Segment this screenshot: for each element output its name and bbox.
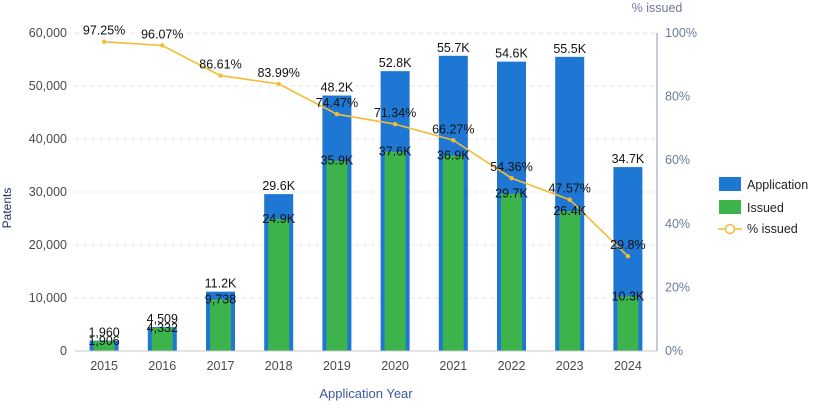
x-axis-title: Application Year [319, 386, 413, 401]
issued-bar [442, 155, 464, 351]
percent-issued-point [276, 81, 281, 87]
issued-data-label: 24.9K [262, 212, 295, 226]
issued-data-label: 35.9K [321, 154, 354, 168]
x-tick-label: 2015 [90, 359, 118, 373]
x-tick-label: 2023 [556, 359, 584, 373]
percent-issued-point [160, 43, 165, 48]
issued-bar [326, 160, 348, 351]
application-data-label: 29.6K [262, 179, 295, 193]
y-tick-label: 10,000 [29, 291, 67, 305]
percent-issued-point [451, 138, 456, 143]
x-tick-label: 2016 [148, 359, 176, 373]
percent-issued-point [334, 111, 340, 117]
percent-issued-point [509, 175, 514, 181]
issued-bar [268, 219, 290, 351]
percent-issued-label: 97.25% [83, 24, 125, 38]
percent-issued-label: 29.8% [610, 238, 645, 252]
x-tick-label: 2021 [439, 359, 467, 373]
issued-bar [210, 299, 231, 351]
issued-data-label: 37.6K [379, 145, 412, 159]
y-tick-label: 0 [60, 344, 67, 358]
percent-issued-path [104, 40, 629, 257]
percent-issued-point [101, 39, 107, 44]
issued-bar [617, 296, 639, 351]
legend-label-issued: Issued [747, 201, 784, 215]
x-tick-label: 2018 [265, 359, 293, 373]
percent-issued-point [392, 121, 398, 127]
issued-bar [559, 211, 581, 351]
issued-data-label: 4,332 [147, 321, 178, 335]
percent-issued-point [625, 254, 631, 259]
percent-issued-label: 74.47% [316, 96, 358, 110]
y-axis-title: Patents [0, 188, 14, 229]
issued-data-label: 29.7K [495, 187, 528, 201]
application-data-label: 52.8K [379, 56, 412, 70]
issued-bar [93, 340, 115, 351]
gridlines [75, 32, 657, 299]
x-tick-label: 2020 [381, 359, 409, 373]
issued-bar [151, 328, 173, 351]
percent-issued-point [567, 197, 572, 202]
y-tick-label: 30,000 [29, 185, 67, 199]
application-data-label: 11.2K [205, 277, 237, 291]
percent-issued-label: 71.34% [374, 106, 416, 120]
y2-tick-label: 100% [665, 26, 697, 40]
application-data-label: 1,960 [88, 326, 119, 340]
percent-issued-point [218, 73, 223, 78]
issued-bars [93, 151, 639, 351]
percent-issued-line [101, 39, 631, 259]
application-data-label: 4,509 [147, 312, 178, 326]
issued-data-label: 9,738 [205, 292, 236, 306]
percent-issued-label: 47.57% [548, 182, 590, 196]
y2-tick-label: 0% [665, 344, 683, 358]
y2-tick-label: 80% [665, 90, 690, 104]
legend-swatch-marker [724, 223, 736, 235]
application-data-label: 48.2K [321, 81, 354, 95]
application-data-label: 54.6K [495, 47, 528, 61]
issued-data-label: 36.9K [437, 148, 470, 162]
axes: 0 10,000 20,000 30,000 40,000 50,000 60,000 0% 2… [29, 26, 697, 373]
x-tick-label: 2017 [207, 359, 235, 373]
legend-label-percent-issued: % issued [747, 222, 798, 236]
application-data-label: 55.7K [437, 41, 470, 55]
y-tick-label: 60,000 [29, 26, 67, 40]
issued-data-label: 1,906 [88, 334, 119, 348]
issued-bar [501, 193, 522, 351]
legend-swatch-issued [719, 200, 741, 214]
y-tick-label: 40,000 [29, 132, 67, 146]
application-data-label: 34.7K [612, 152, 645, 166]
y-tick-label: 20,000 [29, 238, 67, 252]
legend: Application Issued % issued [718, 177, 808, 236]
percent-issued-label: 83.99% [257, 66, 299, 80]
x-tick-label: 2022 [498, 359, 526, 373]
application-data-label: 55.5K [553, 42, 586, 56]
y2-tick-label: 40% [665, 217, 690, 231]
x-tick-label: 2024 [614, 359, 642, 373]
legend-label-application: Application [747, 178, 808, 192]
right-axis-title: % issued [632, 1, 683, 15]
x-tick-label: 2019 [323, 359, 351, 373]
issued-data-label: 26.4K [553, 204, 586, 218]
issued-bar [384, 151, 406, 351]
y2-tick-label: 20% [665, 280, 690, 294]
legend-swatch-application [719, 177, 741, 191]
percent-issued-label: 96.07% [141, 27, 183, 41]
y2-tick-label: 60% [665, 153, 690, 167]
percent-issued-label: 66.27% [432, 122, 474, 136]
percent-issued-label: 54.36% [490, 160, 532, 174]
percent-issued-label: 86.61% [199, 58, 241, 72]
y-tick-label: 50,000 [29, 79, 67, 93]
issued-data-label: 10.3K [612, 289, 645, 303]
